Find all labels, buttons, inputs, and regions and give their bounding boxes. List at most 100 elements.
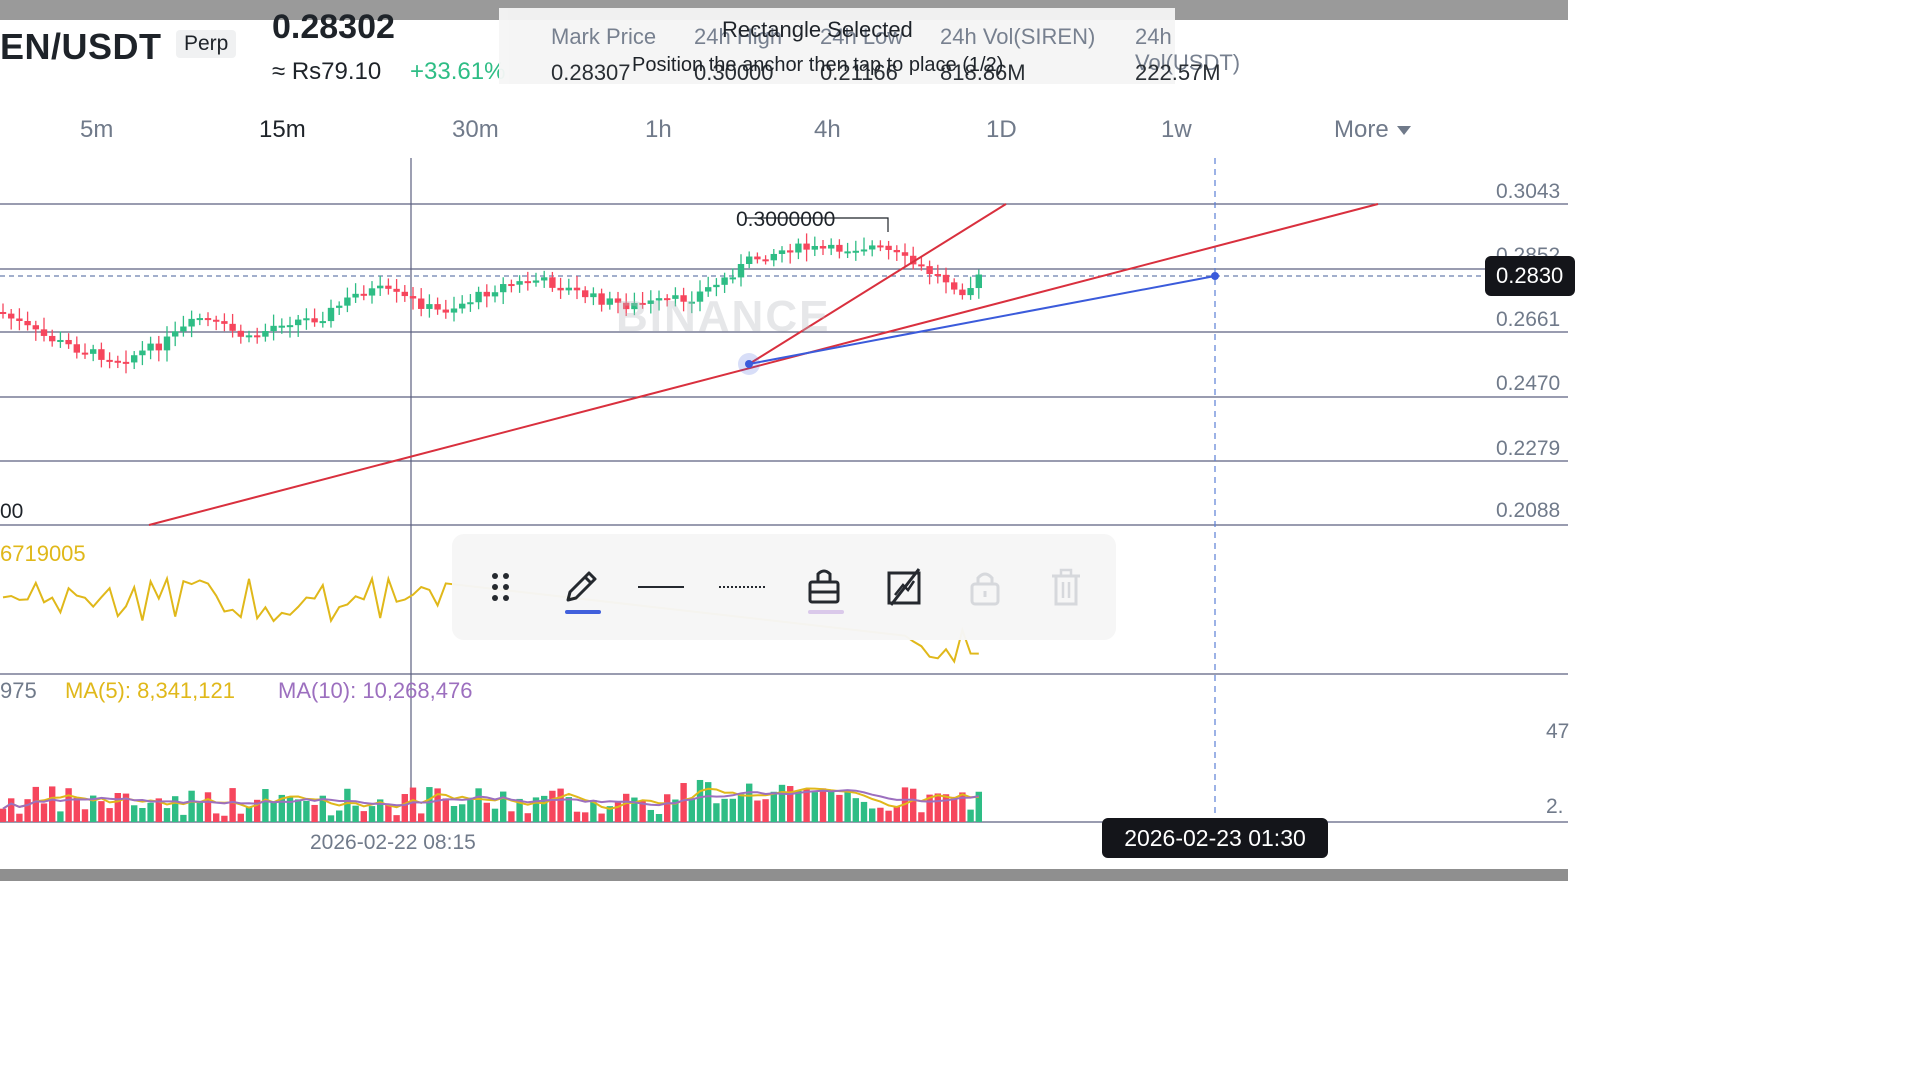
candle-body [770, 253, 777, 261]
dotted-line-style-button[interactable] [713, 534, 773, 640]
time-axis-label: 2026-02-22 08:15 [310, 831, 476, 854]
volume-bar [696, 779, 704, 822]
volume-bar [565, 797, 572, 822]
candle-body [885, 245, 892, 250]
candle-body [8, 313, 15, 319]
tab-15m[interactable]: 15m [259, 116, 306, 143]
candle-body [426, 304, 433, 309]
candle-body [81, 352, 89, 355]
tab-more[interactable]: More [1334, 116, 1411, 144]
tab-1w[interactable]: 1w [1161, 116, 1192, 143]
candle-body [57, 339, 64, 342]
candle-body [336, 305, 343, 308]
candle-body [491, 292, 499, 297]
drawing-mode-title: Rectangle Selected [722, 17, 913, 42]
drawing-in-progress-line[interactable] [748, 275, 1216, 365]
lock-button[interactable] [955, 534, 1015, 640]
trendline-long[interactable] [148, 203, 1379, 526]
candle-body [549, 277, 556, 288]
drag-handle-button[interactable] [471, 534, 531, 640]
candle-body [16, 318, 23, 321]
candle-body [631, 302, 638, 310]
volume-bar [295, 799, 302, 822]
candle-body [680, 295, 687, 302]
volume-bar [828, 791, 835, 822]
volume-axis-top: 47 [1546, 720, 1570, 743]
candle-body [795, 243, 802, 253]
volume-bar [163, 808, 171, 822]
candle-body [221, 321, 228, 324]
volume-bar [73, 797, 80, 822]
candle-body [442, 309, 449, 313]
candle-body [122, 361, 130, 364]
volume-bar [893, 806, 900, 822]
volume-bar [368, 806, 376, 822]
pencil-button[interactable] [551, 534, 611, 640]
volume-bar [819, 788, 827, 822]
stat-label-high: 24h High [694, 24, 783, 49]
anchor-point-start[interactable] [745, 360, 753, 368]
trendline-steep[interactable] [748, 203, 1007, 365]
hide-drawing-button[interactable] [875, 534, 935, 640]
candle-body [705, 287, 712, 292]
volume-bar [131, 805, 138, 822]
volume-bar [647, 809, 654, 822]
candle-body [270, 325, 277, 332]
current-price-tag: 0.2830 [1485, 256, 1575, 296]
candlestick-series [0, 233, 982, 374]
volume-bar [270, 802, 277, 822]
volume-bar [860, 801, 868, 822]
tab-4h[interactable]: 4h [814, 116, 841, 143]
candle-body [196, 318, 203, 321]
volume-bar [557, 788, 564, 822]
candle-body [90, 349, 97, 354]
volume-bar [639, 801, 646, 822]
chart-canvas[interactable] [0, 0, 1568, 881]
volume-bar [49, 786, 56, 822]
volume-bar [721, 798, 728, 822]
tab-1d[interactable]: 1D [986, 116, 1017, 143]
volume-bar [598, 813, 605, 822]
candle-body [204, 318, 212, 321]
volume-bar [65, 788, 72, 822]
volume-bar [81, 809, 89, 822]
volume-bar [672, 799, 679, 822]
volume-bar [500, 791, 507, 822]
volume-bar [319, 795, 326, 822]
candle-body [565, 287, 572, 291]
volume-bar [377, 799, 384, 822]
anchor-point-end[interactable] [1211, 272, 1219, 280]
candle-body [942, 274, 950, 283]
symbol-title[interactable]: EN/USDT [0, 26, 162, 67]
price-axis-label: 0.3043 [1496, 180, 1561, 203]
delete-button[interactable] [1036, 534, 1096, 640]
candle-body [918, 264, 925, 267]
stat-label-vol-base: 24h Vol(SIREN) [940, 24, 1096, 49]
candle-body [385, 285, 392, 289]
candle-body [647, 300, 654, 304]
tab-5m[interactable]: 5m [80, 116, 114, 143]
tab-30m[interactable]: 30m [452, 116, 499, 143]
volume-bar [32, 786, 39, 822]
tab-1h[interactable]: 1h [645, 116, 672, 143]
volume-bar [434, 788, 441, 822]
candle-body [237, 330, 244, 337]
candle-body [877, 245, 884, 248]
ma5-value: MA(5): 8,341,121 [65, 678, 235, 703]
candle-body [254, 335, 261, 338]
candle-body [901, 252, 909, 256]
volume-bar [590, 800, 597, 822]
fill-style-button[interactable] [794, 534, 854, 640]
solid-line-icon [638, 586, 684, 588]
volume-bar [934, 793, 941, 822]
volume-bar [524, 813, 531, 822]
candle-body [893, 249, 900, 253]
stat-label-mark: Mark Price [551, 24, 657, 49]
volume-bar [975, 791, 982, 822]
volume-bar [57, 811, 64, 822]
volume-bar [795, 790, 802, 822]
candle-body [852, 250, 859, 253]
candle-body [303, 318, 310, 321]
candle-body [975, 274, 982, 289]
solid-line-style-button[interactable] [632, 534, 692, 640]
